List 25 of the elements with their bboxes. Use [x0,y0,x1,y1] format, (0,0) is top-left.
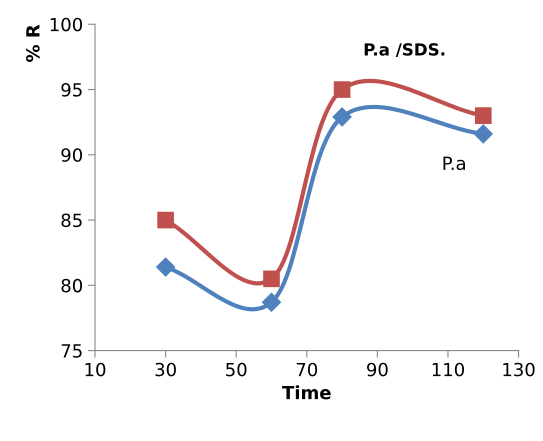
point [156,258,176,277]
y-tick-label: 90 [61,148,82,162]
y-tick-label: 100 [50,18,82,32]
point [262,292,282,312]
x-tick-label: 110 [432,362,464,376]
y-tick-label: 95 [61,82,82,97]
point [334,81,350,98]
x-tick-label: 30 [156,362,176,376]
series-label: P.a [444,156,465,170]
point [263,270,280,288]
x-tick-label: 90 [367,362,388,376]
point [474,107,492,124]
point [474,124,493,144]
y-tick-label: 85 [61,214,82,228]
x-tick-label: 10 [86,362,106,376]
y-tick-label: 75 [62,344,82,358]
y-tick-label: 80 [61,278,82,292]
point [332,107,352,126]
y-axis-title: % R [26,24,40,62]
series-label: P.a /SDS. [364,43,444,58]
x-tick-label: 70 [296,362,318,376]
x-tick-label: 50 [226,362,246,376]
point [157,212,174,228]
x-tick-label: 130 [503,362,535,376]
x-axis-title: Time [282,385,331,400]
